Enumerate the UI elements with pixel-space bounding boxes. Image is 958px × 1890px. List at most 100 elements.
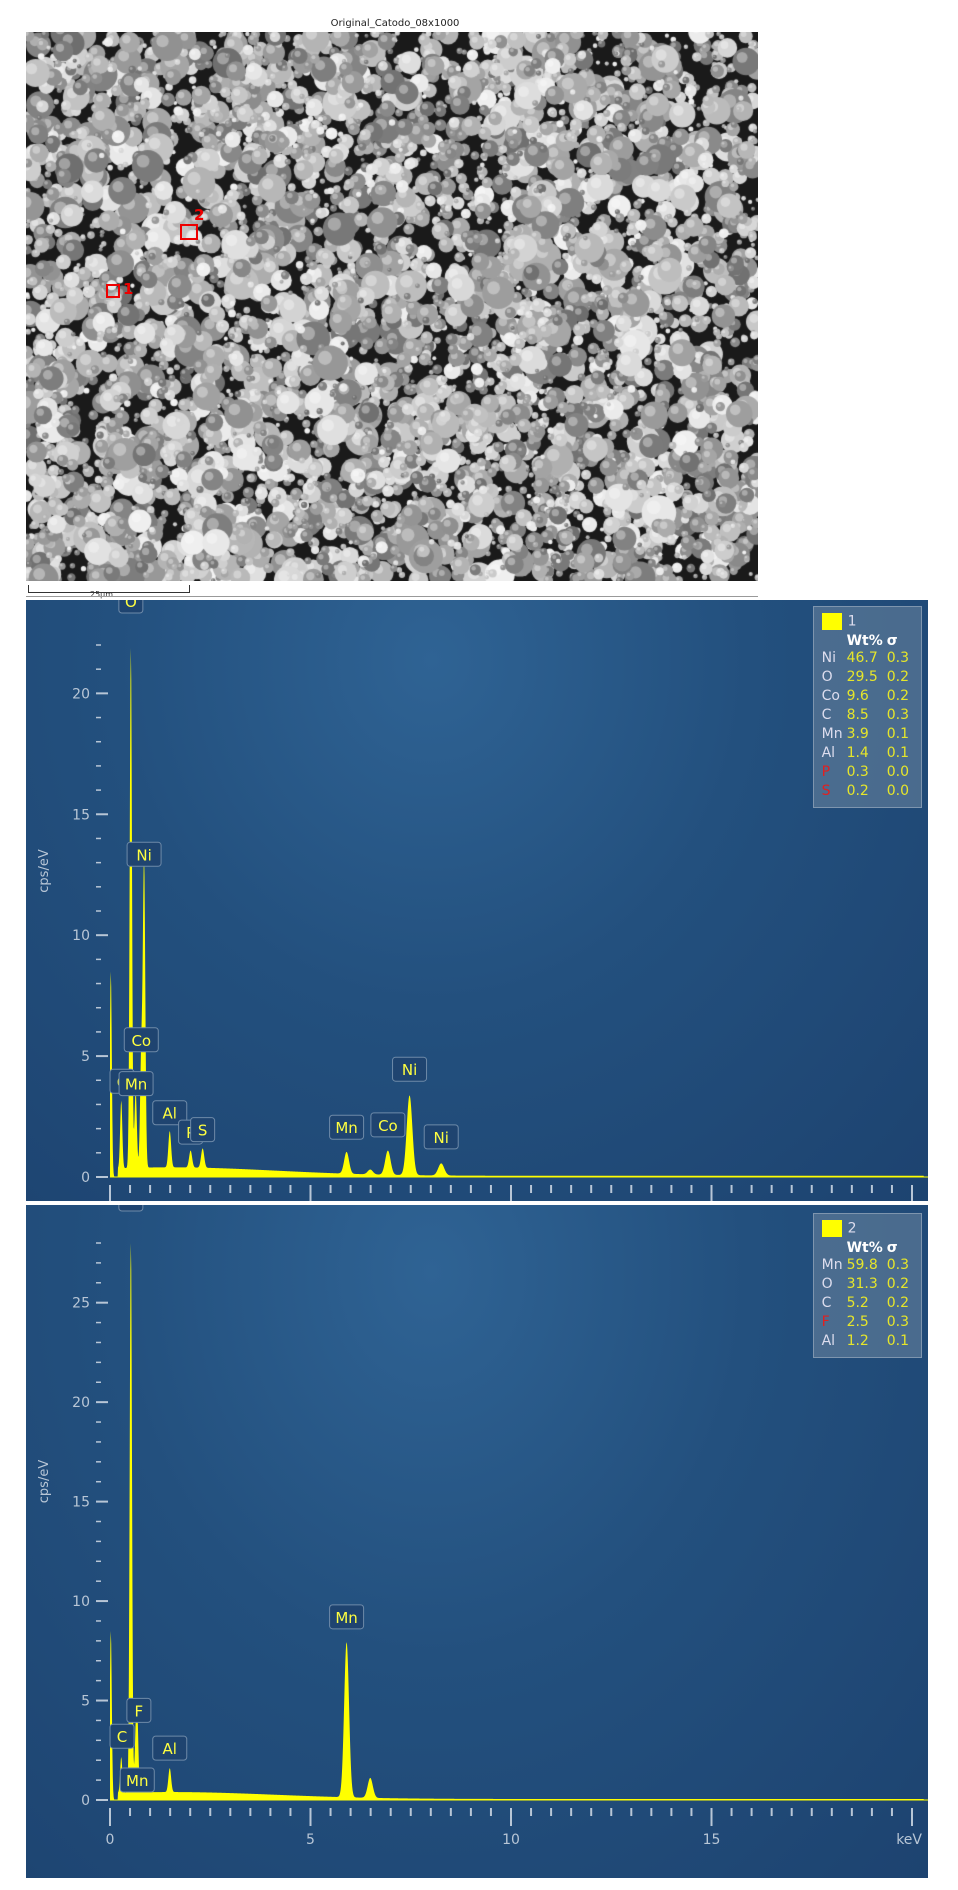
element-row: Mn 59.8 0.3 [822,1256,913,1275]
element-row: Mn 3.9 0.1 [822,725,913,744]
sigma: 0.2 [886,688,909,704]
y-tick-label: 10 [72,928,90,944]
wt-header: Wt% [846,1240,883,1256]
peak-element: C [117,1728,127,1746]
wt-percent: 0.2 [846,783,869,799]
element-row: O 31.3 0.2 [822,1275,913,1294]
peak-label-ni: Ni [423,1124,459,1150]
wt-percent: 1.4 [846,745,869,761]
peak-label-f: F [126,1697,152,1723]
element: Co [821,688,840,704]
spectrum-label: 1 [847,613,857,630]
sigma: 0.1 [886,745,909,761]
peak-element: Ni [402,1061,417,1079]
element: C [821,707,832,723]
wt-percent: 46.7 [846,650,878,666]
peak-element: F [135,1702,144,1720]
x-axis-label: keV [896,1832,922,1848]
scale-bar [28,585,190,593]
y-tick-label: 10 [72,1594,90,1610]
spectrum-color-swatch [821,613,842,630]
peak-label-ni: Ni [392,1056,428,1082]
wt-percent: 9.6 [846,688,869,704]
y-tick-label: 20 [72,686,90,702]
x-tick-label: 15 [703,1832,721,1848]
y-tick-label: 25 [72,1296,90,1312]
peak-label-al: Al [152,1100,188,1126]
y-tick-label: 15 [72,1495,90,1511]
sem-micrograph [26,32,758,581]
element: Mn [821,1257,843,1273]
wt-percent: 2.5 [846,1314,869,1330]
peak-element: Mn [125,1076,147,1094]
element: S [821,783,831,799]
y-tick-label: 20 [72,1395,90,1411]
peak-element: Ni [136,846,151,864]
peak-element: Co [378,1117,398,1135]
sigma: 0.0 [886,783,909,799]
divider [26,596,758,597]
peak-label-o: O [118,600,144,614]
peak-element: Mn [126,1772,148,1790]
peak-element: S [198,1122,208,1140]
peak-element: Co [131,1032,151,1050]
peak-label-co: Co [123,1027,159,1053]
sigma: 0.1 [886,1333,909,1349]
sigma-header: σ [886,1240,898,1256]
marker-2-box [180,224,198,240]
element: Mn [821,726,843,742]
peak-element: Mn [335,1609,357,1627]
element-row: S 0.2 0.0 [822,782,913,801]
sigma: 0.1 [886,726,909,742]
y-tick-label: 5 [81,1694,90,1710]
x-tick-label: 10 [502,1832,520,1848]
wt-percent: 3.9 [846,726,869,742]
element-row: P 0.3 0.0 [822,763,913,782]
wt-percent: 8.5 [846,707,869,723]
element: Al [821,1333,836,1349]
peak-element: O [125,600,137,611]
element-row: Ni 46.7 0.3 [822,649,913,668]
element: C [821,1295,832,1311]
spectrum-label: 2 [847,1220,857,1237]
marker-2-label: 2 [194,206,205,224]
peak-element: Al [163,1105,177,1123]
element-row: Al 1.4 0.1 [822,744,913,763]
wt-percent: 0.3 [846,764,869,780]
y-tick-label: 0 [81,1170,90,1186]
wt-percent: 1.2 [846,1333,869,1349]
sigma: 0.0 [886,764,909,780]
x-tick-label: 5 [306,1832,315,1848]
y-tick-label: 15 [72,807,90,823]
scale-bar-label: 25µm [90,590,114,599]
element-row: O 29.5 0.2 [822,668,913,687]
y-tick-label: 0 [81,1793,90,1809]
sigma: 0.3 [886,1314,909,1330]
x-tick-label: 0 [106,1832,115,1848]
peak-element: Ni [434,1129,449,1147]
element-row: C 8.5 0.3 [822,706,913,725]
peak-label-o: O [118,1205,144,1212]
element-row: Al 1.2 0.1 [822,1332,913,1351]
element-row: Co 9.6 0.2 [822,687,913,706]
sigma-header: σ [886,633,898,649]
peak-element: Mn [335,1119,357,1137]
marker-1-label: 1 [123,280,134,298]
wt-percent: 29.5 [846,669,878,685]
peak-label-c: C [109,1723,135,1749]
peak-label-mn: Mn [118,1071,154,1097]
eds-spectrum-panel-2: 0510152025cps/eV051015keVCOMnFAlMn2Wt%σM… [26,1205,928,1878]
sigma: 0.3 [886,707,909,723]
element: P [821,764,831,780]
peak-label-al: Al [152,1735,188,1761]
marker-1-box [106,284,120,298]
element-row: C 5.2 0.2 [822,1294,913,1313]
wt-percent: 5.2 [846,1295,869,1311]
spectrum-trace [110,1243,925,1800]
eds-spectrum-panel-1: 05101520cps/eV051015keVCOMnCoNiAlPSMnCoN… [26,600,928,1201]
y-axis-label: cps/eV [37,849,52,893]
y-axis-label: cps/eV [37,1460,52,1504]
quantification-legend: 2 Wt% σ Mn 59.8 0.3 O 31.3 0.2 C 5.2 0.2 F 2.5 0.3 Al 1.… [812,1213,922,1358]
y-tick-label: 5 [81,1049,90,1065]
sigma: 0.2 [886,1295,909,1311]
